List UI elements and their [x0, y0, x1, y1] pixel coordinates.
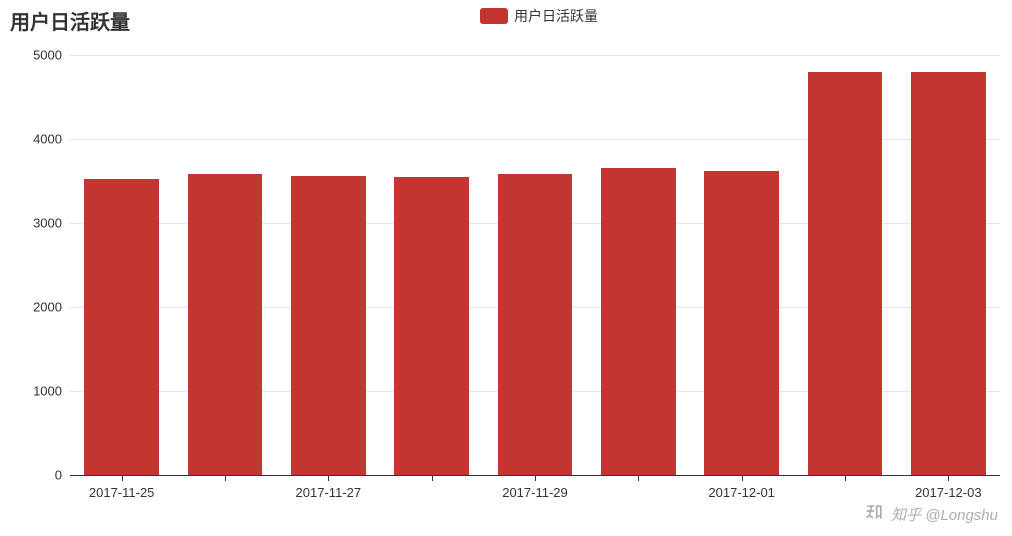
bar[interactable] [291, 176, 365, 475]
chart-title: 用户日活跃量 [10, 6, 130, 35]
watermark: 知乎 @Longshu [865, 502, 998, 526]
bar[interactable] [601, 168, 675, 475]
x-tick-label: 2017-11-27 [296, 485, 362, 500]
x-tick-mark [122, 475, 123, 481]
x-tick-mark [948, 475, 949, 481]
legend: 用户日活跃量 [480, 6, 598, 26]
x-tick-mark [535, 475, 536, 481]
x-tick-mark [432, 475, 433, 481]
y-tick-label: 3000 [33, 216, 62, 231]
x-tick-mark [225, 475, 226, 481]
bar[interactable] [911, 72, 985, 475]
bar[interactable] [84, 179, 158, 475]
y-tick-label: 1000 [33, 384, 62, 399]
x-tick-mark [845, 475, 846, 481]
y-tick-label: 0 [55, 468, 62, 483]
bar[interactable] [704, 171, 778, 475]
x-tick-mark [638, 475, 639, 481]
zhihu-icon [865, 502, 885, 526]
grid-line [70, 55, 1000, 56]
chart-container: 用户日活跃量 用户日活跃量 0100020003000400050002017-… [0, 0, 1012, 536]
y-tick-label: 5000 [33, 48, 62, 63]
watermark-text: 知乎 @Longshu [891, 504, 998, 525]
x-tick-label: 2017-11-25 [89, 485, 155, 500]
bar[interactable] [808, 72, 882, 475]
bar[interactable] [498, 174, 572, 475]
legend-swatch [480, 8, 508, 24]
y-tick-label: 2000 [33, 300, 62, 315]
plot-area: 0100020003000400050002017-11-252017-11-2… [70, 55, 1000, 475]
bar[interactable] [188, 174, 262, 475]
legend-label: 用户日活跃量 [514, 6, 598, 26]
x-tick-label: 2017-11-29 [502, 485, 568, 500]
y-tick-label: 4000 [33, 132, 62, 147]
x-tick-mark [328, 475, 329, 481]
x-tick-mark [742, 475, 743, 481]
x-tick-label: 2017-12-01 [708, 485, 775, 500]
bar[interactable] [394, 177, 468, 475]
x-tick-label: 2017-12-03 [915, 485, 982, 500]
